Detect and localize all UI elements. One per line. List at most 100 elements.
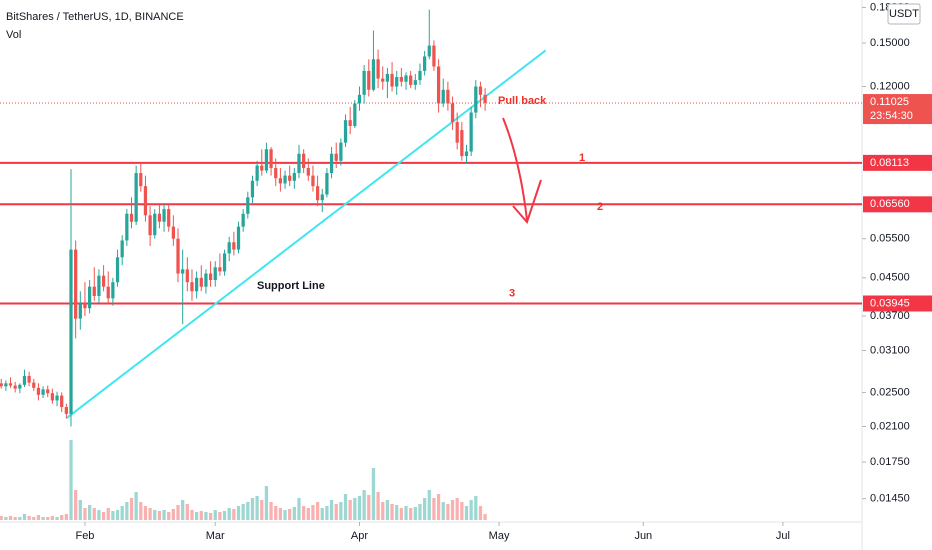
volume-bar [222, 511, 227, 520]
candle-body [353, 103, 357, 127]
volume-bar [78, 500, 82, 520]
y-tick-label: 0.01450 [870, 493, 910, 505]
candle-body [69, 249, 73, 414]
level-label: 0.08113 [870, 157, 909, 169]
candle-body [22, 376, 27, 385]
volume-bar [385, 500, 390, 520]
volume-bar [148, 508, 152, 520]
volume-bar [260, 500, 264, 520]
candle-body [167, 209, 171, 227]
currency-box[interactable] [887, 3, 921, 25]
volume-bar [195, 512, 199, 520]
candle-body [232, 242, 236, 250]
candle-body [450, 103, 455, 123]
volume-bar [129, 498, 134, 520]
volume-bar [329, 500, 334, 520]
volume-bar [101, 512, 106, 520]
volume-bar [171, 509, 175, 520]
candle-body [297, 153, 301, 174]
volume-bar [432, 498, 436, 520]
volume-bar [367, 495, 371, 520]
currency[interactable]: USDT [889, 8, 919, 20]
volume-bar [232, 509, 236, 520]
volume-bar [357, 496, 362, 520]
candle-body [288, 175, 292, 181]
volume-bar [269, 502, 273, 520]
volume-bar [404, 506, 408, 520]
volume-bar [381, 502, 385, 520]
volume-bar [395, 505, 399, 520]
candle-body [50, 393, 55, 401]
candle-body [278, 178, 283, 184]
volume-bar [115, 510, 120, 520]
volume-bar [46, 517, 50, 520]
candle-body [478, 86, 483, 95]
candle-body [199, 277, 203, 287]
candle-body [264, 149, 269, 171]
candle-body [143, 186, 148, 216]
price-pane: 1 2 3 Support Line [0, 9, 862, 427]
volume-bar [181, 500, 185, 520]
volume-bar [69, 440, 73, 520]
level-label-box [863, 196, 932, 213]
candle-body [157, 213, 162, 222]
arrow [502, 117, 542, 224]
volume-bar [50, 516, 55, 520]
candle-body [36, 387, 41, 395]
volume-bar [250, 498, 255, 520]
candle-body [115, 257, 120, 283]
candle-body [27, 376, 31, 383]
candle-body [83, 303, 87, 309]
candle-body [236, 226, 241, 250]
candle-body [367, 70, 371, 90]
candle-body [385, 73, 390, 82]
volume-bar [106, 508, 110, 520]
volume-bar [134, 492, 138, 520]
candle-body [302, 153, 306, 169]
volume-bar [362, 490, 366, 520]
candle-body [455, 122, 459, 143]
candle-body [101, 275, 106, 287]
candle-body [441, 89, 445, 104]
volume-bar [241, 504, 245, 520]
candle-body [32, 382, 36, 388]
volume-bar [236, 506, 241, 520]
volume-bar [22, 514, 27, 520]
candle-body [390, 73, 394, 87]
candle-body [0, 383, 3, 387]
x-tick-label: Mar [206, 530, 225, 542]
candle-body [222, 253, 227, 272]
volume-bar [139, 502, 143, 520]
candle-body [139, 173, 143, 187]
y-tick-label: 0.03100 [870, 344, 910, 356]
candle-body [413, 80, 417, 85]
candle-body [460, 130, 464, 157]
last-price-label: 0.11025 [870, 96, 909, 108]
volume-bar [264, 486, 269, 520]
volume-bar [176, 505, 180, 520]
volume-bar [464, 506, 469, 520]
candle-body [162, 209, 166, 222]
candle-body [409, 75, 413, 85]
candle-body [227, 242, 231, 254]
candle-body [129, 213, 134, 222]
candle-body [315, 186, 320, 201]
candle-body [329, 153, 334, 174]
volume-bar [325, 506, 329, 520]
volume-bar [83, 508, 87, 520]
level-label-box [863, 295, 932, 312]
volume-bar [153, 510, 157, 520]
support-line [65, 49, 547, 420]
candle-body [255, 165, 259, 181]
level-annotation: 1 [579, 152, 585, 164]
candle-body [311, 175, 315, 187]
y-tick-label: 0.05500 [870, 233, 910, 245]
candle-body [92, 286, 96, 296]
candle-body [111, 282, 115, 299]
volume-bar [478, 506, 483, 520]
volume-bar [227, 508, 231, 520]
x-tick-label: May [489, 530, 510, 542]
volume-bar [64, 514, 68, 520]
level-annotation: 3 [509, 287, 515, 299]
